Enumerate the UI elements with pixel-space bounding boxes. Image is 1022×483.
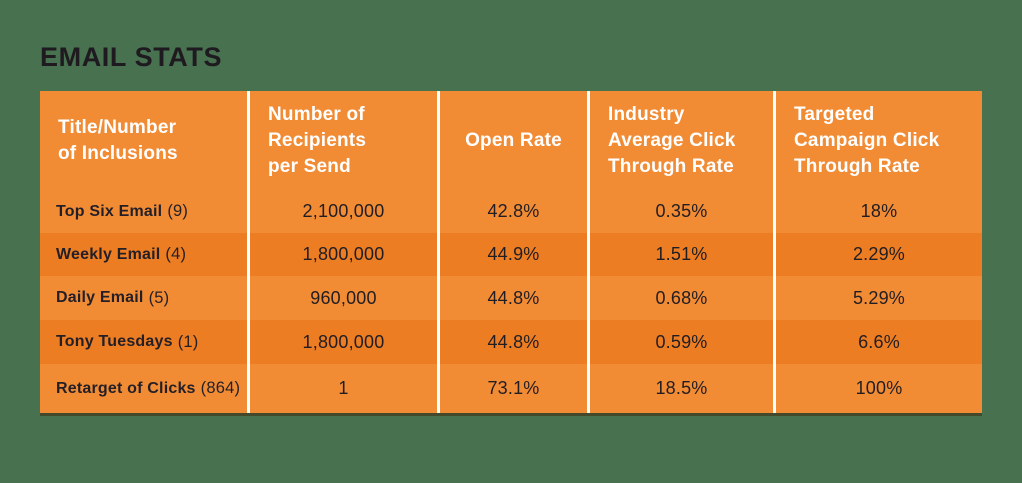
header-cell-open-rate: Open Rate <box>437 91 587 190</box>
row-label: Daily Email <box>56 289 144 306</box>
header-cell-targeted-ctr: Targeted Campaign Click Through Rate <box>773 91 982 190</box>
cell-open-rate: 42.8% <box>437 190 587 233</box>
row-label-cell: Retarget of Clicks (864) <box>40 364 247 413</box>
row-label: Top Six Email <box>56 202 163 220</box>
row-label: Tony Tuesdays <box>56 333 173 350</box>
row-label: Weekly Email <box>56 245 161 263</box>
cell-targeted-ctr: 2.29% <box>773 233 982 276</box>
row-label-cell: Top Six Email (9) <box>40 190 247 233</box>
cell-targeted-ctr: 18% <box>773 190 982 233</box>
row-inclusion-count: (864) <box>200 379 241 397</box>
header-cell-recipients: Number of Recipients per Send <box>247 91 437 190</box>
cell-targeted-ctr: 5.29% <box>773 276 982 320</box>
cell-industry-ctr: 1.51% <box>587 233 773 276</box>
cell-industry-ctr: 0.59% <box>587 320 773 364</box>
table-row: Tony Tuesdays (1) 1,800,000 44.8% 0.59% … <box>40 320 982 364</box>
table-row: Weekly Email (4) 1,800,000 44.9% 1.51% 2… <box>40 233 982 276</box>
row-label: Retarget of Clicks <box>56 379 196 397</box>
row-inclusion-count: (5) <box>148 288 170 307</box>
cell-open-rate: 44.8% <box>437 276 587 320</box>
cell-recipients: 960,000 <box>247 276 437 320</box>
table-row: Top Six Email (9) 2,100,000 42.8% 0.35% … <box>40 190 982 233</box>
row-label-cell: Tony Tuesdays (1) <box>40 320 247 364</box>
cell-targeted-ctr: 100% <box>773 364 982 413</box>
cell-open-rate: 73.1% <box>437 364 587 413</box>
row-label-cell: Daily Email (5) <box>40 276 247 320</box>
cell-recipients: 2,100,000 <box>247 190 437 233</box>
cell-open-rate: 44.9% <box>437 233 587 276</box>
header-cell-title-inclusions: Title/Number of Inclusions <box>58 116 178 164</box>
cell-recipients: 1 <box>247 364 437 413</box>
cell-recipients: 1,800,000 <box>247 320 437 364</box>
table-header-row: Title/Number of Inclusions Number of Rec… <box>40 91 982 190</box>
email-stats-table: Title/Number of Inclusions Number of Rec… <box>40 91 982 416</box>
cell-industry-ctr: 18.5% <box>587 364 773 413</box>
header-cell-industry-ctr: Industry Average Click Through Rate <box>587 91 773 190</box>
cell-open-rate: 44.8% <box>437 320 587 364</box>
cell-recipients: 1,800,000 <box>247 233 437 276</box>
table-row: Daily Email (5) 960,000 44.8% 0.68% 5.29… <box>40 276 982 320</box>
table-row: Retarget of Clicks (864) 1 73.1% 18.5% 1… <box>40 364 982 413</box>
cell-targeted-ctr: 6.6% <box>773 320 982 364</box>
row-inclusion-count: (9) <box>167 202 189 220</box>
row-inclusion-count: (1) <box>177 332 199 351</box>
row-inclusion-count: (4) <box>165 245 187 263</box>
cell-industry-ctr: 0.68% <box>587 276 773 320</box>
cell-industry-ctr: 0.35% <box>587 190 773 233</box>
page-title: EMAIL STATS <box>40 42 223 72</box>
row-label-cell: Weekly Email (4) <box>40 233 247 276</box>
